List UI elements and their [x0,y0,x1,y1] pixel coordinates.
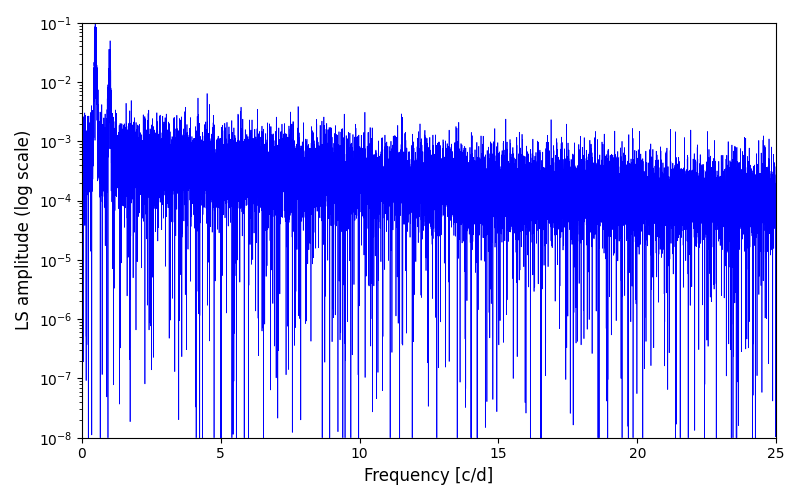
X-axis label: Frequency [c/d]: Frequency [c/d] [364,467,494,485]
Y-axis label: LS amplitude (log scale): LS amplitude (log scale) [15,130,33,330]
